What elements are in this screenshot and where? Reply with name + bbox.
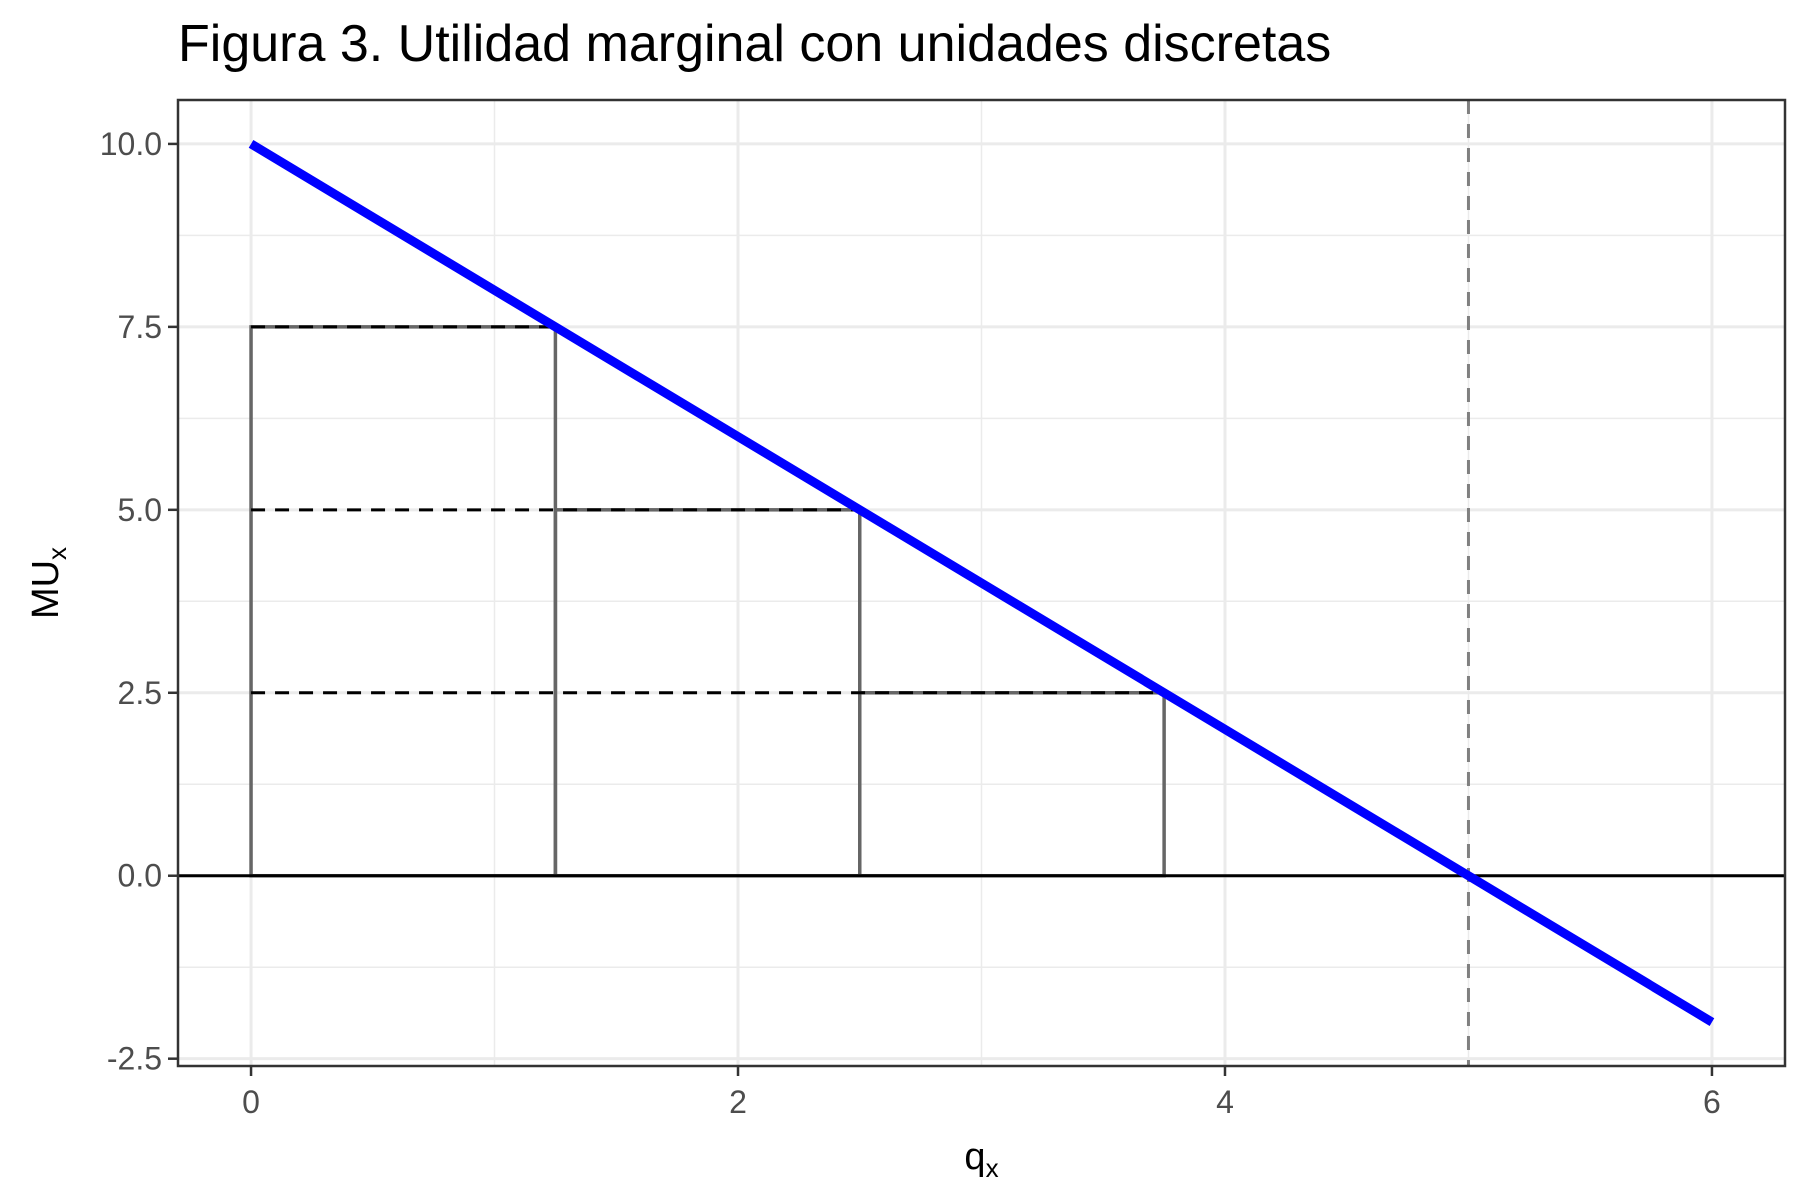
reference-lines-layer: [178, 100, 1785, 1066]
y-tick-label: 10.0: [100, 126, 162, 162]
x-tick-label: 4: [1216, 1084, 1234, 1120]
y-tick-label: -2.5: [107, 1041, 162, 1077]
chart-title: Figura 3. Utilidad marginal con unidades…: [178, 15, 1332, 73]
x-tick-label: 2: [729, 1084, 747, 1120]
x-tick-label: 0: [242, 1084, 260, 1120]
y-axis-title-subscript: x: [42, 547, 72, 560]
series-layer: [248, 140, 1715, 1026]
x-axis-title-base: q: [964, 1136, 985, 1178]
guides-layer: [251, 325, 1165, 695]
x-axis-title-subscript: x: [986, 1153, 999, 1183]
x-axis-title: qx: [964, 1136, 998, 1183]
axes-layer: -2.5 0.0 2.5 5.0 7.5 10.0 0 2 4 6: [100, 126, 1721, 1120]
marginal-utility-line: [248, 140, 1715, 1026]
y-tick-label: 2.5: [118, 675, 162, 711]
y-axis-title: MUx: [25, 547, 72, 619]
y-tick-label: 0.0: [118, 858, 162, 894]
y-axis-title-base: MU: [25, 560, 67, 619]
y-tick-label: 7.5: [118, 309, 162, 345]
x-tick-label: 6: [1703, 1084, 1721, 1120]
y-tick-label: 5.0: [118, 492, 162, 528]
panel-border: [176, 98, 1787, 1068]
